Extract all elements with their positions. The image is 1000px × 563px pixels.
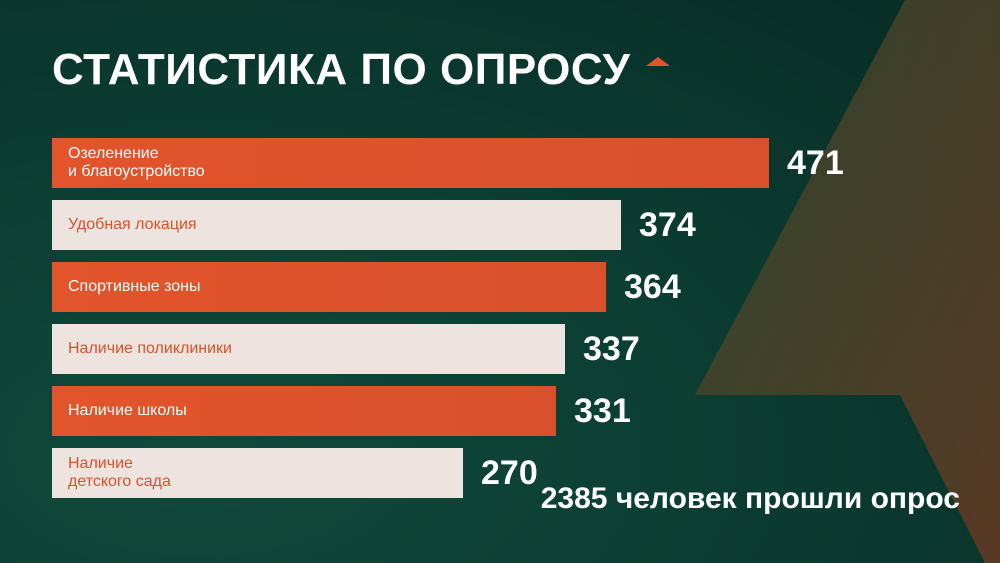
bar: Наличие детского сада	[52, 448, 463, 498]
bar: Наличие школы	[52, 386, 556, 436]
bar-value-label: 270	[481, 454, 538, 492]
bar: Спортивные зоны	[52, 262, 606, 312]
bar-label: Озеленение и благоустройство	[68, 145, 205, 180]
bar-label: Удобная локация	[68, 216, 197, 233]
bar-label: Спортивные зоны	[68, 278, 201, 295]
bar-label: Наличие детского сада	[68, 455, 171, 490]
bar: Озеленение и благоустройство	[52, 138, 769, 188]
bar: Наличие поликлиники	[52, 324, 565, 374]
triangle-mark-icon	[646, 56, 671, 66]
bar-label: Наличие поликлиники	[68, 340, 232, 357]
bar-value-label: 471	[787, 144, 844, 182]
survey-total-text: 2385 человек прошли опрос	[540, 482, 960, 515]
bar-value-label: 374	[639, 206, 696, 244]
bar-label: Наличие школы	[68, 402, 187, 419]
page-title: СТАТИСТИКА ПО ОПРОСУ	[52, 45, 631, 94]
title-group: СТАТИСТИКА ПО ОПРОСУ	[52, 40, 671, 100]
bar: Удобная локация	[52, 200, 621, 250]
bar-value-label: 364	[624, 268, 681, 306]
bar-value-label: 337	[583, 330, 640, 368]
bar-value-label: 331	[574, 392, 631, 430]
